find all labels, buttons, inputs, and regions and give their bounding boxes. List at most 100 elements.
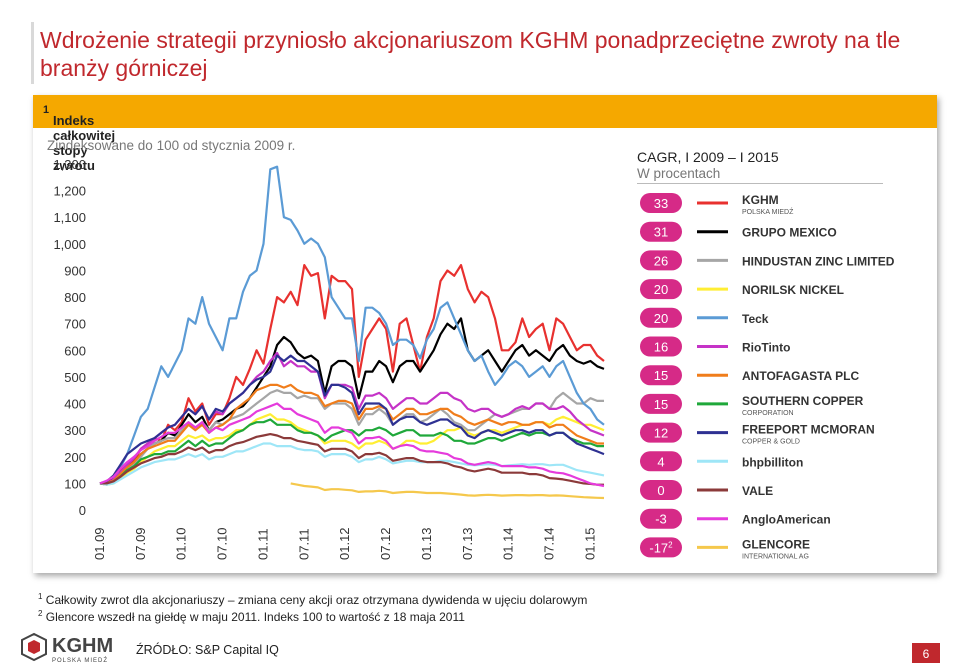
company-logo: HINDUSTAN ZINC LIMITED	[742, 254, 895, 268]
cagr-title: CAGR, I 2009 – I 2015	[637, 149, 779, 165]
series-line-7	[99, 383, 604, 485]
cagr-badge	[640, 193, 682, 213]
footnote-1: 1 Całkowity zwrot dla akcjonariuszy – zm…	[38, 590, 587, 607]
series-line-9	[99, 354, 605, 485]
x-tick-label: 07.11	[296, 528, 311, 560]
x-tick-label: 07.13	[460, 527, 475, 560]
cagr-badge	[640, 537, 682, 558]
footer-kghm-logo: KGHM POLSKA MIEDŹ	[21, 632, 113, 664]
y-tick-label: 300	[64, 423, 86, 438]
company-logo: VALE	[742, 484, 773, 498]
cagr-badge	[640, 480, 682, 500]
company-logo: FREEPORT MCMORAN	[742, 423, 875, 437]
company-logo: GLENCORE	[742, 537, 810, 551]
x-tick-label: 01.15	[582, 527, 597, 560]
y-tick-label: 700	[64, 317, 86, 332]
footnote-mark-2: 2	[38, 609, 43, 618]
x-tick-label: 07.14	[542, 527, 557, 560]
cagr-badge	[640, 451, 682, 472]
x-tick-label: 01.14	[501, 527, 516, 560]
x-tick-label: 01.13	[419, 527, 434, 560]
cagr-badge	[640, 250, 682, 271]
series-line-12	[99, 402, 605, 488]
panel-header: Indeks całkowitej stopy zwrotu 1	[33, 95, 937, 173]
company-logo: bhpbilliton	[742, 455, 803, 469]
cagr-value: 4	[657, 454, 664, 469]
company-logo: GRUPO MEXICO	[742, 226, 837, 240]
cagr-badge	[640, 508, 682, 529]
slide-title: Wdrożenie strategii przyniosło akcjonari…	[40, 27, 901, 81]
cagr-badge	[640, 221, 682, 242]
series-line-3	[99, 389, 604, 485]
y-tick-label: 1,000	[53, 237, 86, 252]
series-line-8	[99, 418, 604, 485]
cagr-value: 0	[657, 483, 664, 498]
series-line-13	[290, 482, 605, 500]
company-logo: KGHM	[742, 193, 779, 207]
footnote-2: 2 Glencore wszedł na giełdę w maju 2011.…	[38, 607, 587, 624]
company-logo: ANTOFAGASTA PLC	[742, 369, 859, 383]
cagr-subtitle: W procentach	[637, 166, 721, 181]
company-logo: SOUTHERN COPPER	[742, 394, 864, 408]
source-note: ŹRÓDŁO: S&P Capital IQ	[136, 643, 279, 657]
y-tick-label: 1,300	[53, 157, 86, 172]
series-line-10	[99, 442, 605, 486]
footer-logo-sub: POLSKA MIEDŹ	[52, 657, 108, 664]
cagr-divider	[637, 183, 883, 184]
footnote-mark-1: 1	[38, 592, 43, 601]
footnotes: 1 Całkowity zwrot dla akcjonariuszy – zm…	[38, 590, 587, 624]
cagr-value: -172	[649, 540, 673, 555]
cagr-badge	[640, 336, 682, 357]
title-accent-bar	[31, 22, 34, 84]
series-line-2	[99, 317, 605, 485]
cagr-value: 16	[654, 340, 668, 355]
company-logo: AngloAmerican	[742, 513, 831, 527]
cagr-value: -3	[655, 512, 667, 527]
y-tick-label: 500	[64, 370, 86, 385]
panel-header-label: Indeks całkowitej stopy zwrotu	[53, 113, 116, 173]
cagr-value: 12	[654, 426, 668, 441]
cagr-value: 15	[654, 397, 668, 412]
y-tick-label: 1,100	[53, 210, 86, 225]
y-tick-label: 0	[79, 503, 86, 518]
cagr-value: 26	[654, 253, 668, 268]
cagr-badge	[640, 393, 682, 414]
footnote-text-2: Glencore wszedł na giełdę w maju 2011. I…	[45, 610, 465, 624]
x-tick-label: 01.12	[337, 527, 352, 560]
cagr-value: 20	[654, 282, 668, 297]
cagr-badge	[640, 365, 682, 386]
series-line-11	[100, 433, 604, 486]
x-tick-label: 07.10	[215, 527, 230, 560]
company-logo-sub: INTERNATIONAL AG	[742, 553, 809, 560]
x-tick-label: 07.09	[133, 527, 148, 560]
company-logo: NORILSK NICKEL	[742, 283, 844, 297]
company-logo-sub: POLSKA MIEDŹ	[742, 207, 794, 216]
y-tick-label: 100	[64, 476, 86, 491]
x-tick-label: 01.11	[255, 528, 270, 560]
cagr-value: 20	[654, 311, 668, 326]
company-logo-sub: CORPORATION	[742, 410, 794, 417]
panel-header-footnote: 1	[43, 104, 50, 116]
series-line-5	[99, 165, 605, 486]
company-logo: RioTinto	[742, 341, 790, 355]
x-tick-label: 07.12	[378, 527, 393, 560]
cagr-badge	[640, 307, 682, 328]
footer-logo-name: KGHM	[52, 635, 113, 657]
footnote-text-1: Całkowity zwrot dla akcjonariuszy – zmia…	[45, 593, 588, 607]
cagr-badge	[640, 422, 682, 443]
cagr-value: 31	[654, 225, 668, 240]
y-tick-label: 1,200	[53, 184, 86, 199]
chart-panel: Indeks całkowitej stopy zwrotu 1	[33, 95, 937, 573]
x-tick-label: 01.10	[174, 527, 189, 560]
chart-subtitle: Zindeksowane do 100 od stycznia 2009 r.	[47, 138, 296, 153]
company-logo: Teck	[742, 312, 769, 326]
cagr-badge	[640, 279, 682, 300]
company-logo-sub: COPPER & GOLD	[742, 439, 800, 446]
cagr-value-footnote: 2	[668, 540, 673, 549]
y-tick-label: 800	[64, 290, 86, 305]
y-tick-label: 200	[64, 450, 86, 465]
y-tick-label: 600	[64, 343, 86, 358]
y-tick-label: 900	[64, 263, 86, 278]
series-line-4	[99, 413, 605, 486]
